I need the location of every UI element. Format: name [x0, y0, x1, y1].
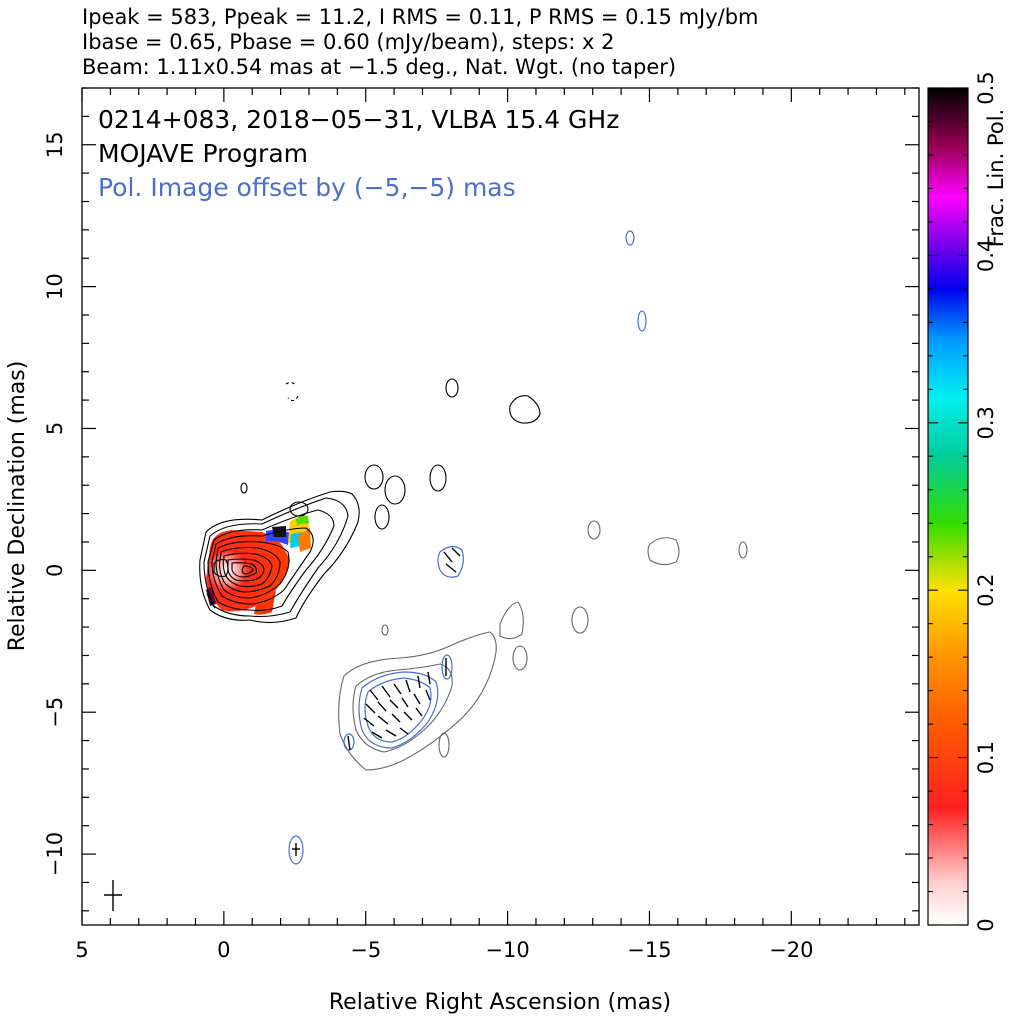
y-tick-label: 15 — [43, 131, 67, 158]
x-tick-label: 5 — [75, 938, 88, 962]
annotation-pol-offset: Pol. Image offset by (−5,−5) mas — [98, 173, 516, 202]
pol-contours — [288, 230, 647, 865]
x-tick-label: −15 — [627, 938, 671, 962]
y-tick-label: 10 — [43, 273, 67, 300]
x-tick-label: −10 — [485, 938, 529, 962]
y-tick-label: 0 — [43, 564, 67, 577]
x-axis-label: Relative Right Ascension (mas) — [329, 990, 671, 1015]
x-tick-label: −5 — [350, 938, 381, 962]
annotation-program: MOJAVE Program — [98, 139, 308, 168]
colorbar — [927, 87, 969, 926]
plot-frame — [81, 87, 920, 926]
offset-image-contours — [338, 520, 748, 771]
evpa-vectors — [206, 547, 461, 856]
colorbar-tick-label: 0.1 — [974, 741, 998, 774]
colorbar-tick-label: 0 — [974, 918, 998, 931]
x-tick-label: 0 — [217, 938, 230, 962]
colorbar-tick-label: 0.2 — [974, 573, 998, 606]
colorbar-ticks — [928, 87, 968, 926]
total-intensity-contours — [199, 378, 541, 624]
colorbar-label: Frac. Lin. Pol. — [984, 109, 1008, 247]
axis-ticks — [81, 87, 919, 925]
header-line-2: Ibase = 0.65, Pbase = 0.60 (mJy/beam), s… — [82, 30, 614, 54]
axis-tick-labels: 5 0 −5 −10 −15 −20 −10 −5 0 5 10 15 — [43, 131, 813, 962]
y-tick-label: −5 — [43, 697, 67, 728]
y-tick-label: 5 — [43, 422, 67, 435]
colorbar-tick-label: 0.3 — [974, 406, 998, 439]
header-line-3: Beam: 1.11x0.54 mas at −1.5 deg., Nat. W… — [82, 55, 676, 79]
annotation-source: 0214+083, 2018−05−31, VLBA 15.4 GHz — [98, 105, 619, 134]
beam-indicator — [104, 880, 122, 911]
y-axis-label: Relative Declination (mas) — [5, 361, 30, 652]
y-tick-label: −10 — [43, 832, 67, 876]
header-line-1: Ipeak = 583, Ppeak = 11.2, I RMS = 0.11,… — [82, 5, 759, 29]
colorbar-tick-label: 0.5 — [974, 71, 998, 104]
colorbar-tick-label: 0.4 — [974, 239, 998, 272]
colorbar-tick-labels: 0 0.1 0.2 0.3 0.4 0.5 — [974, 71, 998, 931]
x-tick-label: −20 — [769, 938, 813, 962]
